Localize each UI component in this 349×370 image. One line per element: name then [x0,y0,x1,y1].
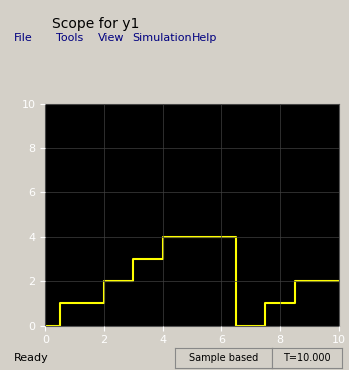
Text: Help: Help [192,33,217,43]
Text: File: File [14,33,33,43]
Text: Simulation: Simulation [133,33,192,43]
Text: Tools: Tools [56,33,83,43]
Text: View: View [98,33,124,43]
Text: Scope for y1: Scope for y1 [52,17,140,31]
Text: T=10.000: T=10.000 [283,353,331,363]
Text: Sample based: Sample based [189,353,258,363]
Text: Ready: Ready [14,353,49,363]
